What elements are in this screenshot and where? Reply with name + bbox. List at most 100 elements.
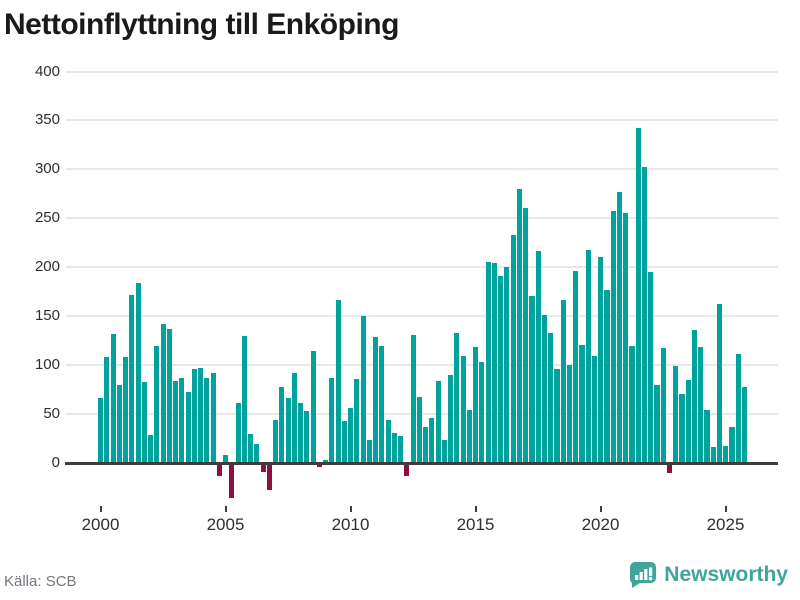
bar xyxy=(273,419,279,463)
bar xyxy=(166,328,172,463)
bar xyxy=(316,463,322,467)
bar xyxy=(460,356,466,463)
bar xyxy=(285,398,291,463)
bar xyxy=(104,357,110,463)
x-axis-tick-label: 2010 xyxy=(331,515,370,534)
bar xyxy=(304,411,310,463)
bar xyxy=(479,362,485,463)
bar xyxy=(466,410,472,463)
bar xyxy=(691,329,698,463)
bar xyxy=(360,316,366,463)
bar xyxy=(548,332,554,463)
y-axis-tick-label: 100 xyxy=(34,356,60,374)
x-axis-tick xyxy=(349,506,352,512)
bar xyxy=(666,463,673,473)
bar xyxy=(635,128,641,463)
bar xyxy=(566,365,573,463)
gridline-400 xyxy=(66,70,778,73)
bar xyxy=(141,381,147,463)
bar xyxy=(116,384,122,463)
x-axis-tick xyxy=(599,506,602,512)
newsworthy-speech-bubble-chart-icon xyxy=(629,561,657,588)
bar xyxy=(254,444,260,463)
x-axis-tick-label: 2005 xyxy=(206,515,245,534)
bar xyxy=(266,463,272,491)
bar xyxy=(610,211,616,463)
gridline-150 xyxy=(66,315,778,318)
bar xyxy=(329,377,335,463)
bar xyxy=(341,420,347,463)
x-axis-zero-line xyxy=(65,461,778,465)
bar xyxy=(173,380,179,463)
bar xyxy=(210,372,216,463)
newsworthy-logo-text: Newsworthy xyxy=(664,562,788,586)
bar xyxy=(641,167,648,463)
bar xyxy=(98,398,104,463)
bar xyxy=(716,304,723,463)
bar xyxy=(516,188,522,463)
gridline-250 xyxy=(66,217,778,220)
bar xyxy=(541,315,547,463)
bar xyxy=(391,432,397,463)
x-axis-tick xyxy=(99,506,102,512)
gridline-100 xyxy=(66,364,778,367)
x-axis-tick xyxy=(474,506,477,512)
bar xyxy=(373,336,379,463)
bar xyxy=(473,346,479,463)
x-axis-tick xyxy=(724,506,727,512)
x-axis-tick xyxy=(224,506,227,512)
bar xyxy=(216,463,222,476)
bar xyxy=(235,403,241,463)
x-axis-tick-label: 2025 xyxy=(706,515,745,534)
bar xyxy=(310,351,316,463)
bar xyxy=(229,463,235,499)
bar xyxy=(485,262,491,463)
bar xyxy=(354,378,360,463)
bar xyxy=(279,386,285,463)
bar xyxy=(591,356,598,463)
bar xyxy=(491,263,497,463)
gridline-200 xyxy=(66,266,778,269)
bar xyxy=(629,345,635,463)
y-axis-tick-label: 0 xyxy=(51,454,60,471)
bar xyxy=(660,347,666,463)
bar xyxy=(179,377,185,463)
bar xyxy=(529,295,535,463)
source-note: Källa: SCB xyxy=(4,573,77,590)
bar xyxy=(435,380,441,463)
bar xyxy=(379,345,385,463)
bar xyxy=(585,249,591,463)
y-axis-tick-label: 50 xyxy=(43,405,60,423)
bar xyxy=(398,435,404,463)
bar xyxy=(523,207,529,463)
bar xyxy=(135,282,141,463)
bar xyxy=(598,257,604,463)
bar xyxy=(223,455,229,463)
bar xyxy=(241,335,247,463)
y-axis-tick-label: 300 xyxy=(34,160,60,178)
bar xyxy=(498,276,504,463)
bar xyxy=(504,267,510,463)
bar xyxy=(160,324,166,463)
bar xyxy=(385,419,391,463)
bar xyxy=(148,434,154,463)
bar xyxy=(573,271,579,463)
bar xyxy=(623,213,629,463)
bar xyxy=(335,299,341,463)
chart-title: Nettoinflyttning till Enköping xyxy=(4,8,399,41)
bar xyxy=(198,368,204,463)
bar xyxy=(298,403,304,463)
y-axis-tick-label: 250 xyxy=(34,209,60,227)
bar xyxy=(723,446,729,463)
bar xyxy=(404,463,410,476)
bar xyxy=(510,234,516,463)
y-axis-tick-label: 150 xyxy=(34,307,60,325)
y-axis-tick-label: 200 xyxy=(34,258,60,276)
bar xyxy=(429,417,435,463)
bar xyxy=(604,289,610,463)
bar xyxy=(679,394,685,463)
y-axis-tick-label: 400 xyxy=(34,62,60,80)
bar xyxy=(685,379,691,463)
